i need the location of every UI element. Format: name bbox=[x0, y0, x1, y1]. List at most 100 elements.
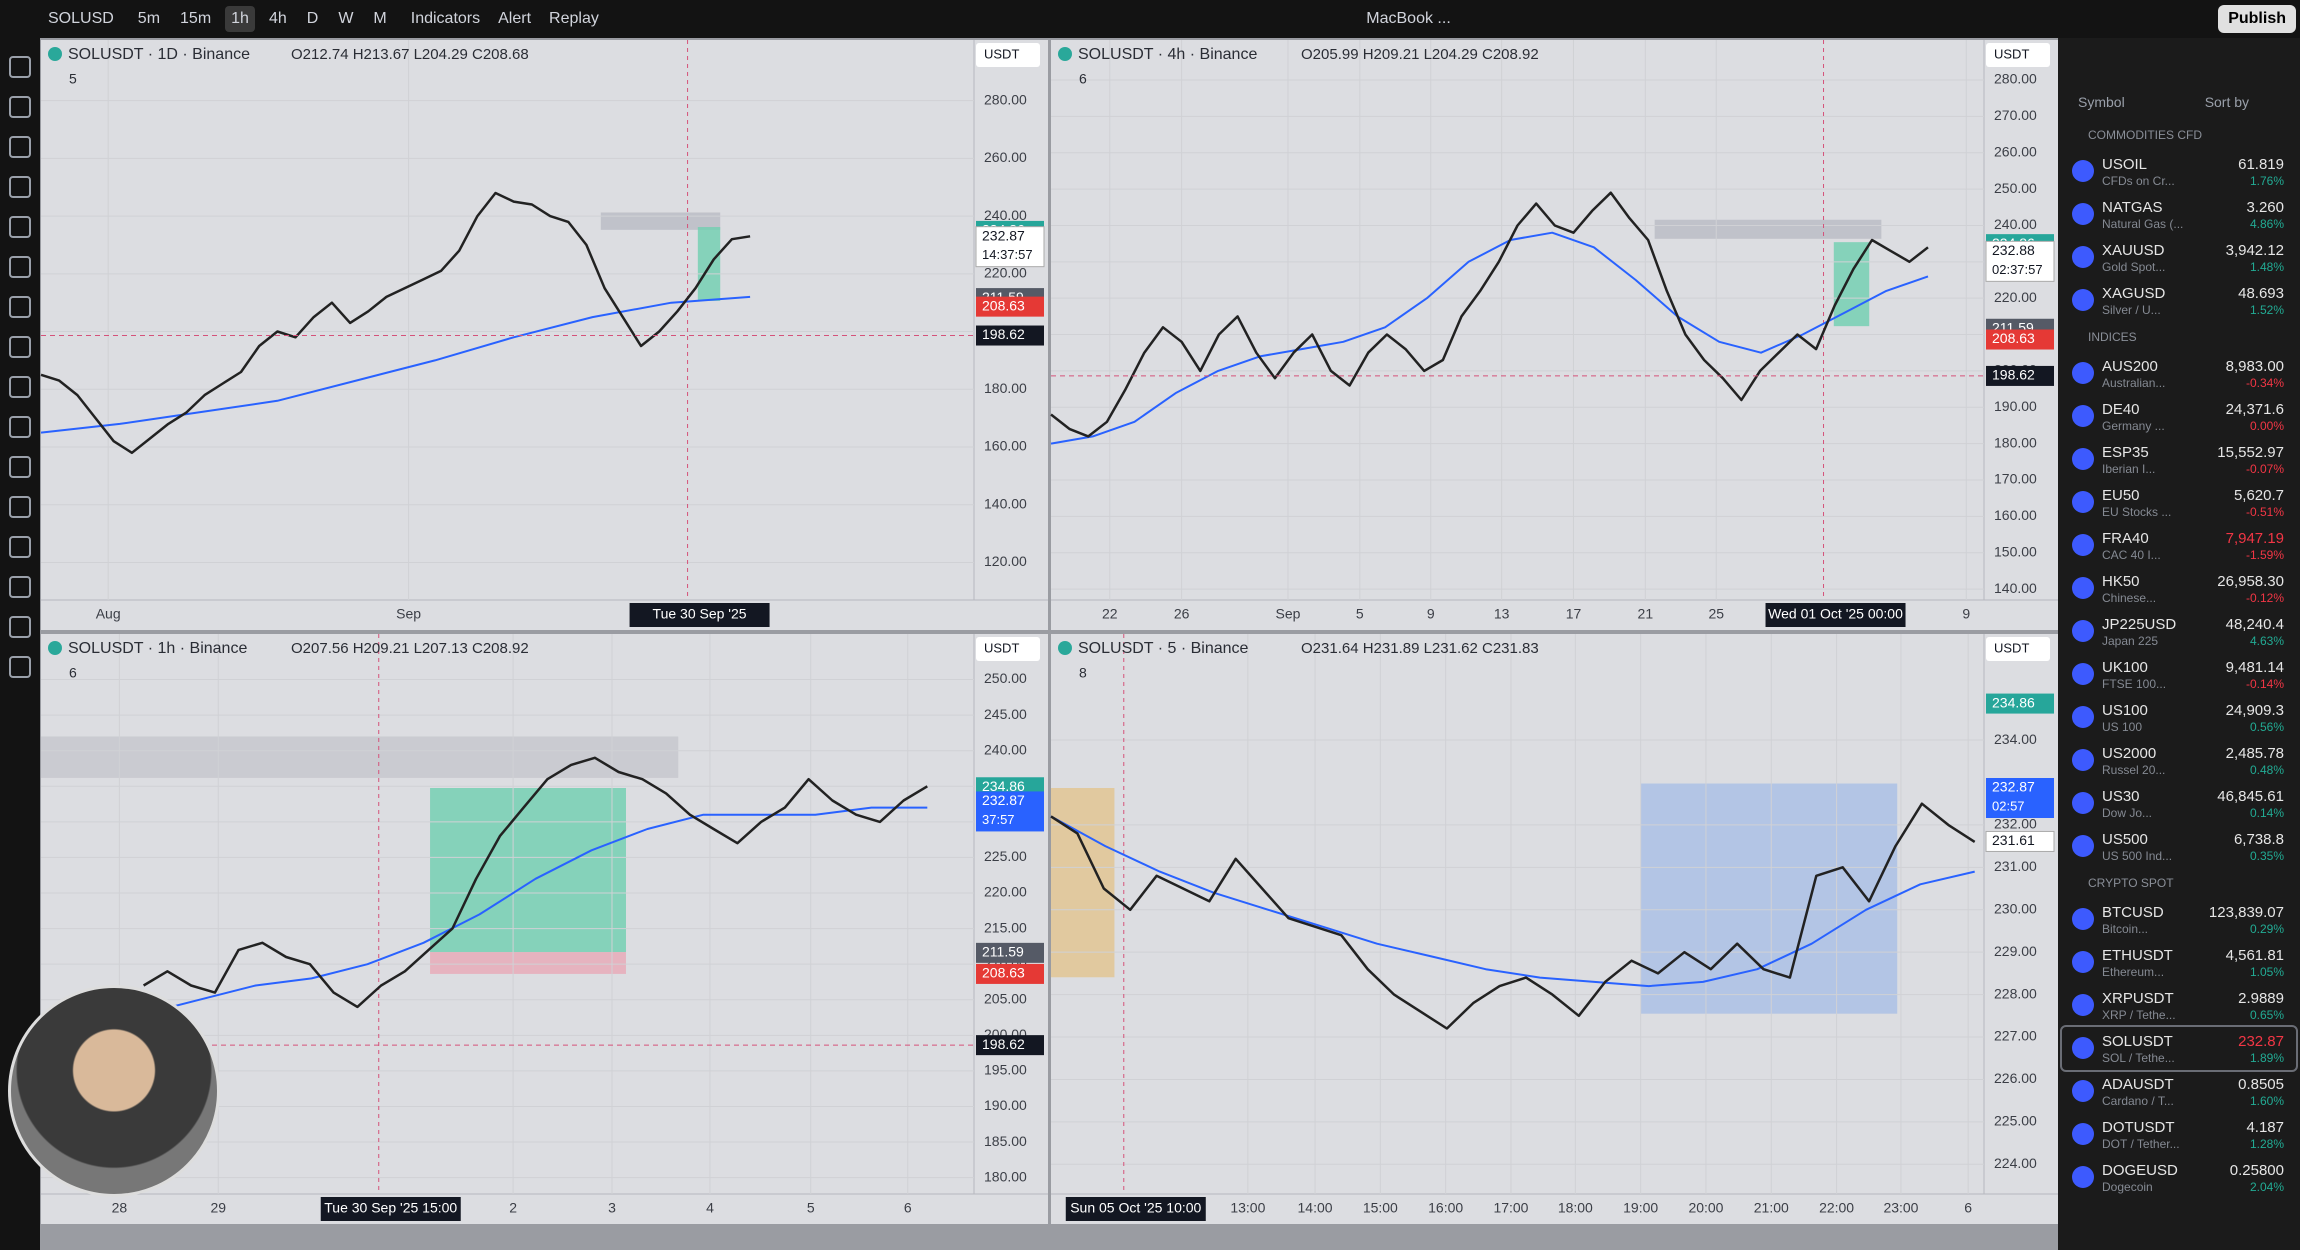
symbol-icon bbox=[2072, 994, 2094, 1016]
symbol: AUS200 bbox=[2102, 358, 2158, 375]
watchlist-row[interactable]: FRA40 CAC 40 I... 7,947.19 -1.59% bbox=[2062, 524, 2296, 567]
cursor-time-bg bbox=[629, 603, 770, 627]
price: 5,620.7 bbox=[2233, 487, 2284, 504]
symbol: US2000 bbox=[2102, 745, 2157, 762]
description: Japan 225 bbox=[2102, 634, 2159, 648]
x-tick-label: 17:00 bbox=[1493, 1200, 1528, 1216]
x-tick-label: 6 bbox=[904, 1200, 912, 1216]
x-tick-label: 2 bbox=[509, 1200, 517, 1216]
y-tick-label: 180.00 bbox=[984, 1168, 1027, 1184]
x-tick-label: 19:00 bbox=[1623, 1200, 1658, 1216]
chart-pane: 140.00150.00160.00170.00180.00190.00200.… bbox=[1050, 40, 2058, 630]
watchlist-row[interactable]: NATGAS Natural Gas (... 3.260 4.86% bbox=[2062, 193, 2296, 236]
watchlist-row[interactable]: US30 Dow Jo... 46,845.61 0.14% bbox=[2062, 782, 2296, 825]
interval-button[interactable]: 1h bbox=[225, 6, 255, 32]
watchlist-row[interactable]: DE40 Germany ... 24,371.6 0.00% bbox=[2062, 395, 2296, 438]
watchlist-row[interactable]: US100 US 100 24,909.3 0.56% bbox=[2062, 696, 2296, 739]
watchlist-row[interactable]: EU50 EU Stocks ... 5,620.7 -0.51% bbox=[2062, 481, 2296, 524]
y-tick-label: 250.00 bbox=[1994, 180, 2037, 196]
section-title[interactable]: COMMODITIES CFD bbox=[2088, 128, 2202, 142]
watchlist-row[interactable]: UK100 FTSE 100... 9,481.14 -0.14% bbox=[2062, 653, 2296, 696]
change: -0.34% bbox=[2245, 376, 2284, 390]
symbol-icon bbox=[2072, 1080, 2094, 1102]
y-tick-label: 150.00 bbox=[1994, 543, 2037, 559]
y-tick-label: 140.00 bbox=[984, 495, 1027, 511]
x-tick-label: 25 bbox=[1708, 606, 1724, 622]
watchlist-row[interactable]: ADAUSDT Cardano / T... 0.8505 1.60% bbox=[2062, 1070, 2296, 1113]
description: US 500 Ind... bbox=[2102, 849, 2173, 863]
cursor-time-bg bbox=[1065, 1197, 1206, 1221]
x-tick-label: Sep bbox=[1276, 606, 1301, 622]
symbol-icon bbox=[2072, 951, 2094, 973]
y-tick-label: 220.00 bbox=[984, 265, 1027, 281]
x-tick-label: 9 bbox=[1427, 606, 1435, 622]
change: 0.29% bbox=[2249, 922, 2284, 936]
change: 0.48% bbox=[2249, 763, 2284, 777]
price-tag bbox=[1986, 778, 2054, 818]
watchlist-row[interactable]: USOIL CFDs on Cr... 61.819 1.76% bbox=[2062, 150, 2296, 193]
intervals: 5m 15m 1h 4h D W M bbox=[132, 6, 393, 32]
symbol-icon bbox=[2072, 1037, 2094, 1059]
price-tag-label: 232.87 bbox=[982, 227, 1025, 243]
description: Russel 20... bbox=[2102, 763, 2166, 777]
price-tag-label: 198.62 bbox=[1992, 367, 2035, 383]
interval-button[interactable]: W bbox=[338, 10, 354, 27]
description: CFDs on Cr... bbox=[2102, 174, 2175, 188]
x-tick-label: 23:00 bbox=[1883, 1200, 1918, 1216]
price: 123,839.07 bbox=[2208, 904, 2284, 921]
interval-button[interactable]: 4h bbox=[268, 10, 287, 27]
x-tick-label: 3 bbox=[608, 1200, 616, 1216]
x-tick-label: 18:00 bbox=[1558, 1200, 1593, 1216]
sort-button[interactable]: Sort by bbox=[2204, 94, 2250, 110]
change: 4.63% bbox=[2249, 634, 2284, 648]
drawing-box bbox=[430, 952, 626, 974]
interval-button[interactable]: M bbox=[373, 10, 387, 27]
watchlist-row[interactable]: ETHUSDT Ethereum... 4,561.81 1.05% bbox=[2062, 941, 2296, 984]
alert-button[interactable]: Alert bbox=[498, 10, 532, 27]
watchlist: Symbol Sort by COMMODITIES CFD USOIL CFDs o… bbox=[2058, 38, 2300, 1250]
section-title[interactable]: CRYPTO SPOT bbox=[2088, 876, 2174, 890]
change: 4.86% bbox=[2249, 217, 2284, 231]
symbol: HK50 bbox=[2102, 573, 2140, 590]
y-tick-label: 140.00 bbox=[1994, 580, 2037, 596]
publish-button[interactable]: Publish bbox=[2218, 5, 2296, 33]
y-tick-label: 195.00 bbox=[984, 1062, 1027, 1078]
indicators-button[interactable]: Indicators bbox=[410, 10, 481, 27]
chart-layout: 120.00140.00160.00180.00200.00220.00240.… bbox=[40, 38, 2058, 1250]
watchlist-row[interactable]: DOTUSDT DOT / Tether... 4.187 1.28% bbox=[2062, 1113, 2296, 1156]
watchlist-row[interactable]: SOLUSDT SOL / Tethe... 232.87 1.89% bbox=[2060, 1025, 2298, 1072]
symbol-icon bbox=[2072, 792, 2094, 814]
symbol: UK100 bbox=[2102, 659, 2148, 676]
x-tick-label: Sep bbox=[396, 606, 421, 622]
y-tick-label: 231.00 bbox=[1994, 858, 2037, 874]
watchlist-row[interactable]: US500 US 500 Ind... 6,738.8 0.35% bbox=[2062, 825, 2296, 868]
cursor-time-bg bbox=[1765, 603, 1906, 627]
symbol: EU50 bbox=[2102, 487, 2140, 504]
change: 1.89% bbox=[2249, 1051, 2284, 1065]
watchlist-row[interactable]: HK50 Chinese... 26,958.30 -0.12% bbox=[2062, 567, 2296, 610]
y-tick-label: 170.00 bbox=[1994, 471, 2037, 487]
change: 2.04% bbox=[2249, 1180, 2284, 1194]
symbol-header[interactable]: Symbol bbox=[2078, 94, 2125, 110]
replay-button[interactable]: Replay bbox=[549, 10, 599, 27]
watchlist-row[interactable]: XRPUSDT XRP / Tethe... 2.9889 0.65% bbox=[2062, 984, 2296, 1027]
symbol: XRPUSDT bbox=[2102, 990, 2174, 1007]
indicator-count: 6 bbox=[69, 665, 77, 681]
watchlist-row[interactable]: DOGEUSD Dogecoin 0.25800 2.04% bbox=[2062, 1156, 2296, 1199]
watchlist-row[interactable]: XAGUSD Silver / U... 48.693 1.52% bbox=[2062, 279, 2296, 322]
watchlist-row[interactable]: JP225USD Japan 225 48,240.4 4.63% bbox=[2062, 610, 2296, 653]
watchlist-row[interactable]: US2000 Russel 20... 2,485.78 0.48% bbox=[2062, 739, 2296, 782]
y-tick-label: 226.00 bbox=[1994, 1070, 2037, 1086]
watchlist-row[interactable]: ESP35 Iberian I... 15,552.97 -0.07% bbox=[2062, 438, 2296, 481]
interval-button[interactable]: 5m bbox=[137, 10, 161, 27]
watchlist-row[interactable]: XAUUSD Gold Spot... 3,942.12 1.48% bbox=[2062, 236, 2296, 279]
price: 4.187 bbox=[2246, 1119, 2284, 1136]
symbol: XAUUSD bbox=[2102, 242, 2165, 259]
symbol-search[interactable]: SOLUSD bbox=[48, 10, 114, 27]
watchlist-row[interactable]: AUS200 Australian... 8,983.00 -0.34% bbox=[2062, 352, 2296, 395]
watchlist-row[interactable]: BTCUSD Bitcoin... 123,839.07 0.29% bbox=[2062, 898, 2296, 941]
section-title[interactable]: INDICES bbox=[2088, 330, 2137, 344]
interval-button[interactable]: D bbox=[306, 10, 319, 27]
interval-button[interactable]: 15m bbox=[180, 10, 212, 27]
